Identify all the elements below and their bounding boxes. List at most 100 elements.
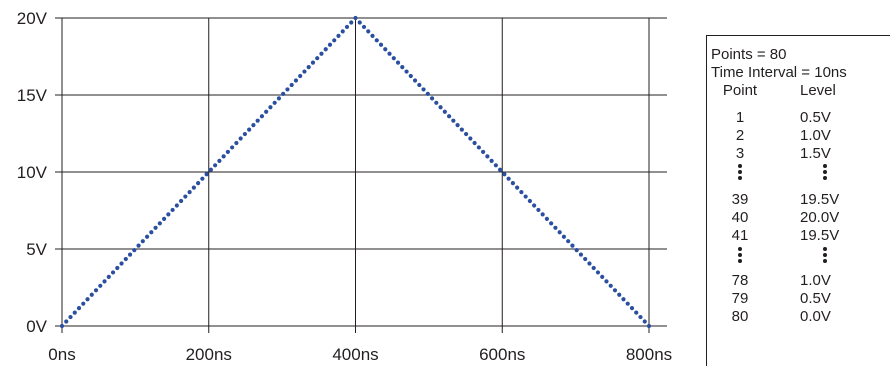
series-point	[455, 123, 460, 128]
series-point	[123, 256, 128, 262]
series-point	[315, 56, 320, 61]
series-point	[621, 297, 626, 302]
x-tick-label: 200ns	[186, 345, 232, 364]
series-point	[170, 207, 175, 213]
series-point	[285, 87, 290, 92]
series-point	[183, 194, 188, 199]
row-level: 0.0V	[800, 308, 831, 325]
series-point	[225, 149, 230, 155]
row-point: 80	[731, 308, 749, 325]
series-point	[523, 194, 528, 199]
series-point	[298, 73, 303, 79]
series-point	[638, 314, 643, 320]
row-point: 39	[731, 191, 749, 208]
series-point	[366, 29, 371, 34]
series-point	[102, 279, 107, 284]
ellipsis-icon	[719, 164, 761, 182]
series-point	[544, 216, 550, 221]
series-point	[540, 212, 545, 217]
series-point	[81, 301, 86, 306]
series-point	[272, 100, 277, 105]
series-point	[242, 131, 248, 137]
series-point	[434, 100, 439, 105]
points-table: Points = 80 Time Interval = 10ns Point L…	[706, 35, 890, 366]
series-point	[191, 185, 196, 190]
series-point	[166, 212, 171, 217]
series-point	[293, 78, 299, 83]
series-point	[268, 105, 273, 110]
series-point	[196, 181, 201, 186]
series-point	[472, 140, 477, 146]
series-point	[625, 301, 630, 306]
series-point	[251, 123, 256, 128]
series-point	[204, 172, 209, 177]
y-tick-label: 10V	[17, 163, 48, 182]
series-point	[115, 265, 120, 271]
series-point	[617, 292, 622, 297]
row-point: 41	[731, 227, 749, 244]
row-point: 1	[735, 109, 745, 126]
series-point	[217, 158, 222, 163]
series-point	[93, 288, 99, 293]
series-point	[140, 239, 145, 244]
series-point	[119, 261, 124, 266]
series-point	[634, 310, 639, 315]
series-point	[213, 163, 218, 168]
row-level: 1.5V	[800, 145, 831, 162]
ellipsis-icon	[823, 247, 827, 265]
series-point	[230, 145, 235, 150]
header-point: Point	[722, 82, 758, 99]
series-point	[395, 60, 401, 65]
x-axis-ticks: 0ns 200ns 400ns 600ns 800ns	[48, 345, 672, 364]
series-point	[336, 33, 341, 38]
x-tick-label: 400ns	[332, 345, 378, 364]
series-point	[247, 127, 252, 132]
series-point	[187, 189, 192, 195]
series-point	[489, 158, 494, 163]
series-point	[459, 127, 464, 132]
series-point	[361, 24, 367, 30]
row-level: 19.5V	[800, 227, 840, 244]
series-point	[502, 172, 507, 177]
series-point	[595, 270, 601, 275]
series-point	[476, 145, 481, 150]
series-point	[604, 279, 609, 284]
y-tick-label: 20V	[17, 9, 48, 28]
series-point	[629, 306, 635, 311]
series-point	[106, 274, 111, 279]
row-point: 3	[735, 145, 745, 162]
series-point	[208, 167, 213, 172]
x-tick-label: 600ns	[479, 345, 525, 364]
row-level: 0.5V	[800, 290, 831, 307]
series-point	[289, 82, 294, 88]
series-point	[238, 136, 243, 141]
row-level: 0.5V	[800, 109, 831, 126]
series-point	[561, 234, 567, 239]
series-point	[438, 105, 443, 110]
row-point: 79	[731, 290, 749, 307]
series-point	[600, 274, 605, 279]
series-point	[506, 176, 511, 181]
series-point	[332, 38, 337, 43]
series-point	[583, 256, 588, 262]
series-point	[89, 292, 94, 297]
series-point	[153, 225, 158, 230]
series-point	[357, 20, 362, 25]
chart-svg: 0V 5V 10V 15V 20V 0ns 200ns 400ns 600ns 800ns	[17, 9, 672, 364]
series-point	[72, 310, 77, 315]
series-point	[527, 198, 532, 204]
row-point: 78	[731, 272, 749, 289]
series-point	[327, 42, 333, 47]
y-tick-label: 0V	[26, 317, 47, 336]
series-point	[149, 230, 154, 235]
series-point	[259, 114, 265, 119]
series-point	[493, 163, 498, 168]
series-point	[570, 243, 575, 248]
row-level: 20.0V	[800, 209, 840, 226]
series-point	[302, 69, 307, 74]
series-point	[85, 297, 90, 302]
series-point	[515, 185, 520, 190]
series-point	[425, 91, 430, 96]
series-point	[536, 207, 541, 213]
series-point	[510, 181, 515, 186]
